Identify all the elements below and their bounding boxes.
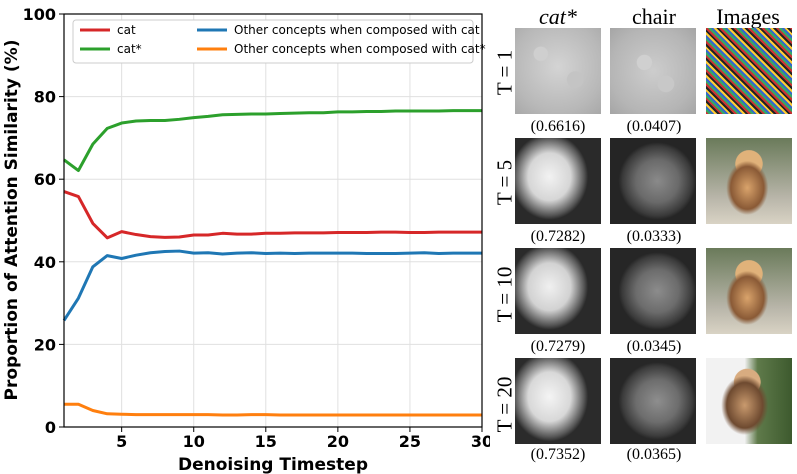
- chair-score-t20: (0.0365): [626, 446, 682, 463]
- cat-star-attention-map-t1: [515, 28, 601, 114]
- cat-star-attention-map-t10: [515, 248, 601, 334]
- y-tick-label: 60: [34, 170, 56, 189]
- column-header-cat-star: cat*: [539, 4, 577, 29]
- legend-label-0: cat: [117, 23, 136, 37]
- column-header-chair: chair: [632, 4, 676, 29]
- cat-star-attention-map-t20: [515, 358, 601, 444]
- y-axis-label: Proportion of Attention Similarity (%): [2, 40, 22, 401]
- row-label-t20: T = 20: [492, 376, 517, 433]
- chair-attention-map-t1: [610, 28, 696, 114]
- x-axis-label: Denoising Timestep: [178, 455, 368, 474]
- generated-image-t1: [706, 28, 792, 114]
- axis-ticks: 5 10 15 20 25 30 0 20 40 60 80 100: [23, 5, 490, 451]
- chair-attention-map-t5: [610, 138, 696, 224]
- column-header-images: Images: [716, 4, 780, 29]
- chair-attention-map-t10: [610, 248, 696, 334]
- x-tick-label: 10: [183, 432, 205, 451]
- cat-star-score-t10: (0.7279): [530, 338, 586, 355]
- series-line-1: [63, 109, 482, 173]
- x-tick-label: 5: [116, 432, 127, 451]
- series-line-3: [64, 402, 482, 417]
- legend-label-1: cat*: [117, 42, 142, 56]
- row-label-t5: T = 5: [492, 159, 517, 206]
- generated-image-t20: [706, 358, 792, 444]
- series-line-2: [62, 249, 482, 322]
- plot-frame: [63, 13, 483, 428]
- x-tick-label: 20: [327, 432, 349, 451]
- y-tick-label: 0: [45, 418, 56, 437]
- generated-image-t5: [706, 138, 792, 224]
- y-tick-label: 100: [23, 5, 56, 24]
- x-tick-label: 30: [471, 432, 490, 451]
- y-tick-label: 80: [34, 88, 56, 107]
- grid: [64, 13, 483, 428]
- legend-label-2: Other concepts when composed with cat: [234, 23, 480, 37]
- y-tick-label: 20: [34, 335, 56, 354]
- cat-star-score-t5: (0.7282): [530, 228, 586, 245]
- line-chart: 5 10 15 20 25 30 0 20 40 60 80 100 cat cat* Other con…: [2, 5, 490, 474]
- x-tick-label: 25: [399, 432, 421, 451]
- chair-score-t1: (0.0407): [626, 118, 682, 135]
- chair-score-t10: (0.0345): [626, 338, 682, 355]
- attention-map-panel: cat* chair Images T = 1 (0.6616) (0.0407…: [490, 0, 797, 474]
- chair-attention-map-t20: [610, 358, 696, 444]
- legend-box: [72, 19, 474, 64]
- legend: cat cat* Other concepts when composed with…: [72, 19, 486, 64]
- series-line-0: [63, 190, 482, 240]
- cat-star-score-t20: (0.7352): [530, 446, 586, 463]
- x-tick-label: 15: [255, 432, 277, 451]
- cat-star-attention-map-t5: [515, 138, 601, 224]
- generated-image-t10: [706, 248, 792, 334]
- row-label-t1: T = 1: [492, 49, 517, 96]
- chair-score-t5: (0.0333): [626, 228, 682, 245]
- legend-label-3: Other concepts when composed with cat*: [234, 42, 486, 56]
- y-tick-label: 40: [34, 253, 56, 272]
- cat-star-score-t1: (0.6616): [530, 118, 586, 135]
- series-lines: [62, 109, 482, 417]
- row-label-t10: T = 10: [492, 266, 517, 323]
